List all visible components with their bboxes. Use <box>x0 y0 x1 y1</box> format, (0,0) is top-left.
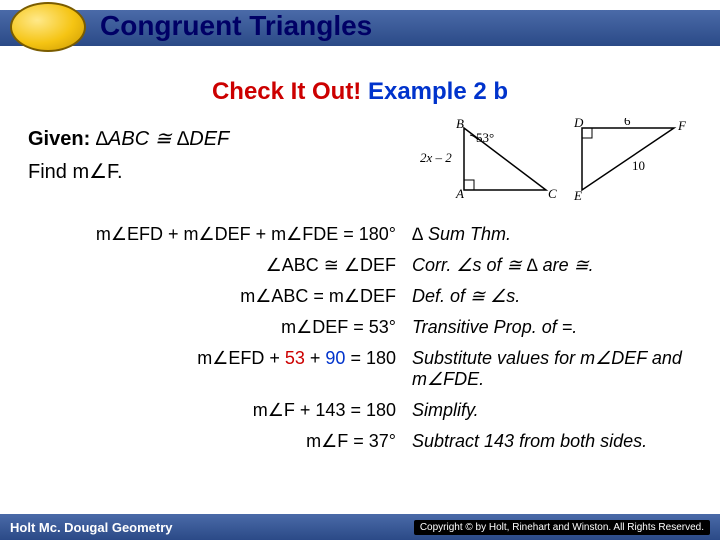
side-10: 10 <box>632 158 645 173</box>
proof-right: ∆ Sum Thm. <box>412 224 706 245</box>
label-E: E <box>573 188 582 203</box>
subheading: Check It Out! Example 2 b <box>0 78 720 106</box>
subhead-blue: Example 2 b <box>361 78 508 105</box>
proof-left: m∠EFD + m∠DEF + m∠FDE = 180° <box>14 224 412 245</box>
proof-right: Def. of ≅ ∠s. <box>412 286 706 307</box>
proof-row: m∠DEF = 53°Transitive Prop. of =. <box>14 317 706 338</box>
footer: Holt Mc. Dougal Geometry Copyright © by … <box>0 514 720 540</box>
proof-right: Subtract 143 from both sides. <box>412 431 706 452</box>
footer-copyright: Copyright © by Holt, Rinehart and Winsto… <box>414 520 710 535</box>
proof-right: Corr. ∠s of ≅ ∆ are ≅. <box>412 255 706 276</box>
proof-row: ∠ABC ≅ ∠DEFCorr. ∠s of ≅ ∆ are ≅. <box>14 255 706 276</box>
figures: A B C 53° 2x – 2 D E F 6 10 <box>416 118 696 212</box>
proof-left: m∠DEF = 53° <box>14 317 412 338</box>
proof-row: m∠F = 37°Subtract 143 from both sides. <box>14 431 706 452</box>
proof-row: m∠F + 143 = 180Simplify. <box>14 400 706 421</box>
proof-right: Substitute values for m∠DEF and m∠FDE. <box>412 348 706 390</box>
proof-row: m∠ABC = m∠DEFDef. of ≅ ∠s. <box>14 286 706 307</box>
find-text: Find m∠F. <box>28 161 123 183</box>
proof-left: m∠F = 37° <box>14 431 412 452</box>
label-C: C <box>548 186 557 201</box>
angle-53: 53° <box>476 130 494 145</box>
label-B: B <box>456 118 464 131</box>
proof-row: m∠EFD + m∠DEF + m∠FDE = 180°∆ Sum Thm. <box>14 224 706 245</box>
proof-right: Transitive Prop. of =. <box>412 317 706 338</box>
proof-left: m∠F + 143 = 180 <box>14 400 412 421</box>
given-label: Given: <box>28 128 90 150</box>
given-text: ∆ABC ≅ ∆DEF <box>90 128 229 150</box>
proof: m∠EFD + m∠DEF + m∠FDE = 180°∆ Sum Thm.∠A… <box>14 224 706 462</box>
proof-left: m∠ABC = m∠DEF <box>14 286 412 307</box>
side-2x: 2x – 2 <box>420 150 452 165</box>
proof-row: m∠EFD + 53 + 90 = 180Substitute values f… <box>14 348 706 390</box>
label-A: A <box>455 186 464 201</box>
proof-right: Simplify. <box>412 400 706 421</box>
label-F: F <box>677 118 687 133</box>
proof-left: m∠EFD + 53 + 90 = 180 <box>14 348 412 390</box>
header-badge <box>10 2 86 52</box>
subhead-red: Check It Out! <box>212 78 361 105</box>
proof-left: ∠ABC ≅ ∠DEF <box>14 255 412 276</box>
label-D: D <box>573 118 584 130</box>
side-6: 6 <box>624 118 631 128</box>
header-title: Congruent Triangles <box>100 10 372 42</box>
header: Congruent Triangles <box>0 0 720 76</box>
footer-left: Holt Mc. Dougal Geometry <box>10 520 173 535</box>
